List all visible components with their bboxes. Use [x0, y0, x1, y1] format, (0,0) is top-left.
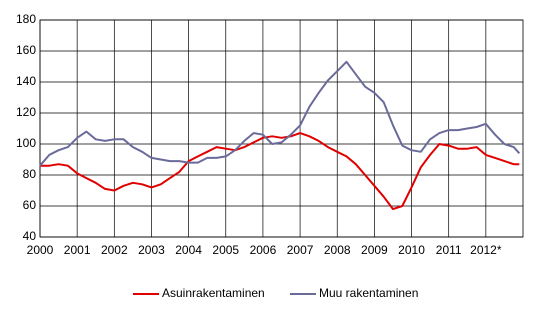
x-tick-label: 2004 — [175, 243, 202, 257]
plot-frame — [39, 19, 524, 238]
x-tick-label: 2007 — [287, 243, 314, 257]
y-tick-label: 160 — [16, 43, 36, 57]
y-tick-label: 80 — [23, 167, 37, 181]
x-tick-label: 2005 — [212, 243, 239, 257]
y-tick-label: 100 — [16, 136, 36, 150]
x-tick-label: 2010 — [398, 243, 425, 257]
y-tick-label: 140 — [16, 74, 36, 88]
x-tick-label: 2008 — [324, 243, 351, 257]
x-tick-label: 2002 — [101, 243, 128, 257]
x-tick-label: 2000 — [27, 243, 54, 257]
legend-label: Muu rakentaminen — [319, 286, 418, 300]
y-tick-label: 60 — [23, 198, 37, 212]
series-line — [40, 132, 520, 211]
x-tick-label: 2003 — [138, 243, 165, 257]
x-tick-label: 2006 — [250, 243, 277, 257]
y-tick-label: 40 — [23, 229, 37, 243]
y-tick-label: 120 — [16, 105, 36, 119]
x-tick-label: 2001 — [64, 243, 91, 257]
legend-label: Asuinrakentaminen — [162, 286, 265, 300]
x-tick-label: 2009 — [361, 243, 388, 257]
x-tick-label: 2011 — [436, 243, 462, 257]
y-tick-label: 180 — [16, 12, 36, 26]
series-line — [39, 60, 521, 167]
x-tick-label: 2012* — [470, 243, 502, 257]
